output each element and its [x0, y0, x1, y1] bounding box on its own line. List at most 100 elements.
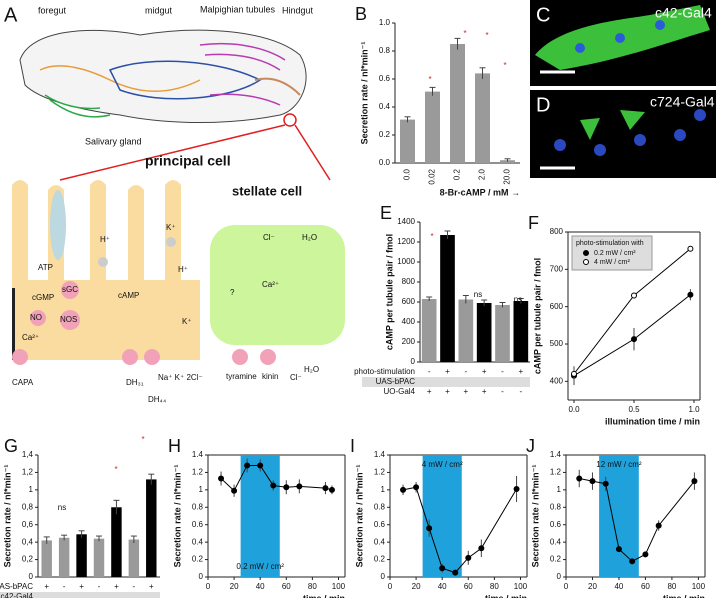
diagram-label: Ca²⁺ — [262, 280, 279, 289]
y-tick-label: 1.4 — [192, 450, 204, 459]
panel-letter: F — [528, 213, 539, 233]
bar — [440, 235, 455, 362]
y-tick-label: 0.2 — [374, 555, 386, 564]
x-tick-label: 100 — [514, 582, 528, 591]
gut-label: Salivary gland — [85, 136, 142, 146]
diagram-label: Cl⁻ — [290, 373, 302, 382]
panel-letter: A — [4, 4, 18, 26]
condition-mark: - — [464, 367, 467, 376]
panel-letter: G — [4, 436, 18, 456]
marker — [589, 478, 596, 485]
x-tick-label: 0.0 — [403, 168, 412, 180]
condition-mark: + — [463, 387, 468, 396]
cell-title: principal cell — [145, 153, 231, 169]
y-tick-label: 1.4 — [374, 450, 386, 459]
diagram-label: K⁺ — [166, 223, 176, 232]
marker — [478, 545, 485, 552]
x-tick-label: 100 — [332, 582, 346, 591]
x-tick-label: 2.0 — [478, 168, 487, 180]
condition-label: photo-stimulation — [354, 367, 415, 376]
x-tick-label: 1.0 — [688, 405, 700, 414]
legend-title: photo-stimulation with — [576, 240, 644, 247]
condition-mark: - — [63, 582, 66, 591]
y-tick-label: 0.2 — [379, 130, 391, 139]
diagram-label: DH₄₄ — [148, 395, 166, 404]
x-tick-label: 20 — [412, 582, 421, 591]
y-tick-label: 0,4 — [22, 537, 34, 546]
bar — [58, 537, 70, 577]
y-tick-label: 0.4 — [379, 102, 391, 111]
y-tick-label: 1.4 — [550, 450, 562, 459]
y-tick-label: 0 — [199, 572, 204, 581]
y-tick-label: 0,6 — [22, 520, 34, 529]
panel-letter: E — [380, 203, 392, 223]
y-tick-label: 0.6 — [379, 74, 391, 83]
bar — [76, 534, 87, 577]
marker — [465, 554, 472, 561]
y-tick-label: 0.8 — [379, 46, 391, 55]
panel-letter: D — [536, 94, 550, 116]
x-tick-label: 80 — [490, 582, 499, 591]
y-tick-label: 800 — [402, 277, 416, 286]
x-tick-label: 100 — [692, 582, 706, 591]
marker — [691, 478, 698, 485]
y-tick-label: 0.2 — [192, 555, 204, 564]
annotation: * — [485, 31, 488, 40]
condition-shade — [362, 377, 530, 387]
y-tick-label: 0 — [381, 572, 386, 581]
diagram-label: kinin — [262, 372, 278, 381]
x-tick-label: 40 — [256, 582, 265, 591]
annotation: * — [463, 29, 466, 38]
diagram-label: NOS — [60, 315, 77, 324]
gut-label: Malpighian tubules — [200, 4, 276, 14]
y-tick-label: 1 — [199, 485, 204, 494]
condition-mark: - — [519, 387, 522, 396]
x-tick-label: 80 — [308, 582, 317, 591]
marker — [218, 475, 225, 482]
y-tick-label: 800 — [550, 227, 564, 236]
x-tick-label: 40 — [614, 582, 623, 591]
y-axis-label: cAMP per tubule pair / fmol — [532, 258, 542, 374]
y-tick-label: 200 — [402, 337, 416, 346]
y-tick-label: 0.8 — [192, 502, 204, 511]
y-axis-label: Secretion rate / nl*min⁻¹ — [2, 465, 12, 568]
panel-letter: C — [536, 4, 550, 26]
bar — [41, 540, 52, 577]
condition-shade — [0, 592, 160, 602]
y-axis-label: Secretion rate / nl*min⁻¹ — [354, 465, 364, 568]
x-axis-label: time / min — [303, 593, 345, 598]
panel-letter: H — [168, 436, 181, 456]
x-tick-label: 0.02 — [428, 168, 437, 184]
x-tick-label: 0 — [388, 582, 393, 591]
x-tick-label: 60 — [282, 582, 291, 591]
y-tick-label: 1,2 — [22, 468, 34, 477]
annotation: * — [428, 75, 431, 84]
bar — [400, 119, 415, 163]
annotation: * — [430, 232, 433, 241]
y-tick-label: 0.8 — [374, 502, 386, 511]
gut-label: Hindgut — [282, 5, 314, 15]
x-axis-label: time / min — [485, 593, 527, 598]
bar — [450, 44, 465, 163]
panel-letter: I — [350, 436, 355, 456]
y-tick-label: 0.4 — [374, 537, 386, 546]
stimulation-band — [422, 455, 462, 577]
condition-mark: - — [133, 582, 136, 591]
diagram-label: tyramine — [226, 372, 257, 381]
condition-mark: + — [482, 387, 487, 396]
y-tick-label: 0 — [411, 357, 416, 366]
condition-mark: + — [427, 387, 432, 396]
marker — [602, 480, 609, 487]
marker — [328, 486, 335, 493]
marker — [576, 475, 583, 482]
x-axis-label: time / min — [663, 593, 705, 598]
bar — [128, 539, 140, 577]
marker — [615, 546, 622, 553]
marker — [322, 485, 329, 492]
diagram-label: ATP — [38, 263, 53, 272]
marker — [413, 484, 420, 491]
micrograph — [530, 0, 716, 178]
series-line — [573, 294, 691, 377]
x-tick-label: 80 — [667, 582, 676, 591]
